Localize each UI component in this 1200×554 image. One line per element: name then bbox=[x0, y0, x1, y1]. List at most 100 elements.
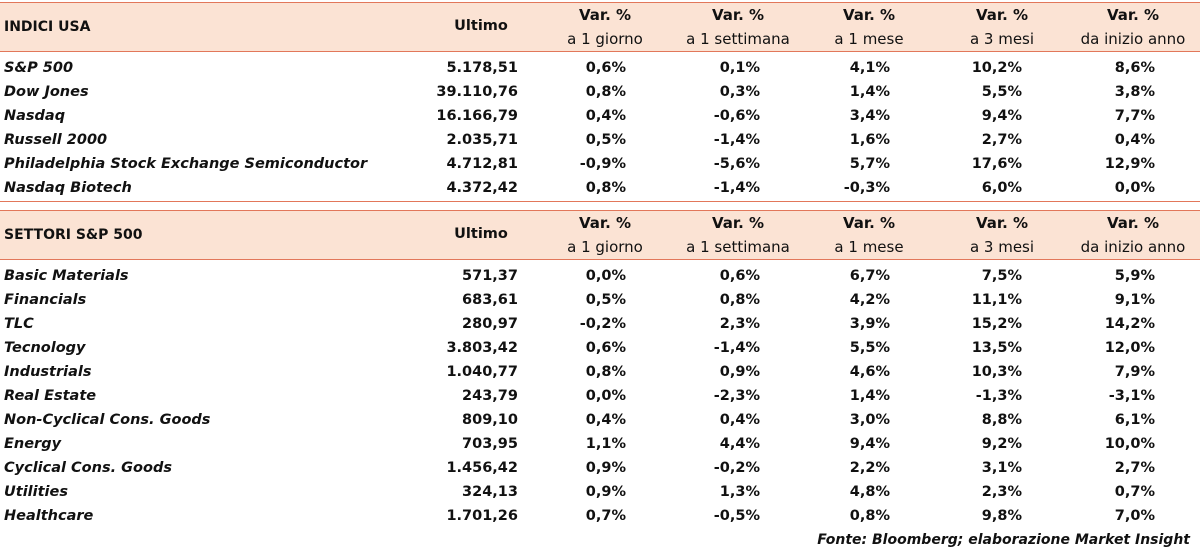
cell-w: 0,1% bbox=[719, 60, 760, 76]
cell-w: 0,4% bbox=[719, 412, 760, 428]
cell-ultimo: 16.166,79 bbox=[436, 108, 518, 124]
row-name: Real Estate bbox=[4, 388, 97, 404]
table-row: Philadelphia Stock Exchange Semiconducto… bbox=[0, 153, 1200, 177]
cell-d: -0,9% bbox=[579, 156, 626, 172]
column-header-var: Var. % bbox=[711, 6, 765, 24]
cell-ytd: 7,7% bbox=[1114, 108, 1155, 124]
row-name: TLC bbox=[4, 316, 34, 332]
cell-m3: 10,3% bbox=[971, 364, 1022, 380]
table-row: S&P 500 5.178,51 0,6% 0,1% 4,1% 10,2% 8,6% bbox=[0, 57, 1200, 81]
table-row: Financials 683,61 0,5% 0,8% 4,2% 11,1% 9,1% bbox=[0, 289, 1200, 313]
cell-m: 4,6% bbox=[849, 364, 890, 380]
cell-ultimo: 683,61 bbox=[462, 292, 518, 308]
row-name: Russell 2000 bbox=[4, 132, 108, 148]
cell-m3: 13,5% bbox=[971, 340, 1022, 356]
cell-ytd: 7,9% bbox=[1114, 364, 1155, 380]
table-bottom-rule bbox=[0, 201, 1200, 202]
column-header-var: Var. % bbox=[975, 6, 1029, 24]
column-header-period: da inizio anno bbox=[1080, 238, 1186, 256]
cell-ultimo: 280,97 bbox=[462, 316, 518, 332]
column-header-ultimo: Ultimo bbox=[454, 18, 508, 34]
cell-ultimo: 243,79 bbox=[462, 388, 518, 404]
column-header-period: da inizio anno bbox=[1080, 30, 1186, 48]
row-name: Cyclical Cons. Goods bbox=[4, 460, 172, 476]
cell-ytd: 0,7% bbox=[1114, 484, 1155, 500]
cell-m: 3,0% bbox=[849, 412, 890, 428]
cell-d: 0,6% bbox=[585, 60, 626, 76]
cell-w: 4,4% bbox=[719, 436, 760, 452]
cell-w: -2,3% bbox=[713, 388, 760, 404]
row-name: Nasdaq Biotech bbox=[4, 180, 132, 196]
cell-m3: 3,1% bbox=[981, 460, 1022, 476]
table-row: TLC 280,97 -0,2% 2,3% 3,9% 15,2% 14,2% bbox=[0, 313, 1200, 337]
table-row: Dow Jones 39.110,76 0,8% 0,3% 1,4% 5,5% 3,8% bbox=[0, 81, 1200, 105]
cell-m: 1,6% bbox=[849, 132, 890, 148]
cell-w: -1,4% bbox=[713, 132, 760, 148]
table-header: SETTORI S&P 500 Ultimo Var. % a 1 giorno Var… bbox=[0, 210, 1200, 260]
cell-m: 6,7% bbox=[849, 268, 890, 284]
cell-ultimo: 324,13 bbox=[462, 484, 518, 500]
column-header-var: Var. % bbox=[1106, 214, 1160, 232]
cell-d: 1,1% bbox=[585, 436, 626, 452]
row-name: Energy bbox=[4, 436, 62, 452]
cell-ultimo: 571,37 bbox=[462, 268, 518, 284]
cell-ytd: 14,2% bbox=[1104, 316, 1155, 332]
cell-ultimo: 703,95 bbox=[462, 436, 518, 452]
cell-ultimo: 809,10 bbox=[462, 412, 518, 428]
row-name: Nasdaq bbox=[4, 108, 66, 124]
cell-m: 5,5% bbox=[849, 340, 890, 356]
cell-ytd: 8,6% bbox=[1114, 60, 1155, 76]
cell-d: 0,5% bbox=[585, 132, 626, 148]
cell-w: 0,6% bbox=[719, 268, 760, 284]
cell-ultimo: 4.712,81 bbox=[446, 156, 518, 172]
row-name: Non-Cyclical Cons. Goods bbox=[4, 412, 211, 428]
cell-m: 4,1% bbox=[849, 60, 890, 76]
cell-d: 0,9% bbox=[585, 460, 626, 476]
cell-d: 0,8% bbox=[585, 364, 626, 380]
cell-ultimo: 4.372,42 bbox=[446, 180, 518, 196]
column-header-period: a 1 settimana bbox=[686, 238, 790, 256]
cell-w: -1,4% bbox=[713, 180, 760, 196]
cell-ytd: 2,7% bbox=[1114, 460, 1155, 476]
cell-m: 3,9% bbox=[849, 316, 890, 332]
cell-ultimo: 5.178,51 bbox=[446, 60, 518, 76]
cell-ultimo: 1.701,26 bbox=[446, 508, 518, 524]
cell-m3: 15,2% bbox=[971, 316, 1022, 332]
column-header-var: Var. % bbox=[578, 214, 632, 232]
table-row: Utilities 324,13 0,9% 1,3% 4,8% 2,3% 0,7% bbox=[0, 481, 1200, 505]
cell-w: -5,6% bbox=[713, 156, 760, 172]
row-name: Basic Materials bbox=[4, 268, 129, 284]
cell-w: 0,9% bbox=[719, 364, 760, 380]
cell-m: 9,4% bbox=[849, 436, 890, 452]
cell-ytd: 0,0% bbox=[1114, 180, 1155, 196]
table-row: Basic Materials 571,37 0,0% 0,6% 6,7% 7,5% 5,9… bbox=[0, 265, 1200, 289]
cell-d: 0,4% bbox=[585, 412, 626, 428]
cell-m3: 6,0% bbox=[981, 180, 1022, 196]
table-row: Tecnology 3.803,42 0,6% -1,4% 5,5% 13,5% 12,0% bbox=[0, 337, 1200, 361]
cell-m: 2,2% bbox=[849, 460, 890, 476]
cell-w: 1,3% bbox=[719, 484, 760, 500]
cell-d: 0,6% bbox=[585, 340, 626, 356]
column-header-var: Var. % bbox=[975, 214, 1029, 232]
cell-m3: 2,7% bbox=[981, 132, 1022, 148]
cell-ytd: 0,4% bbox=[1114, 132, 1155, 148]
table-row: Nasdaq Biotech 4.372,42 0,8% -1,4% -0,3% 6,0%… bbox=[0, 177, 1200, 201]
cell-m3: 5,5% bbox=[981, 84, 1022, 100]
column-header-period: a 1 mese bbox=[834, 30, 904, 48]
row-name: Healthcare bbox=[4, 508, 94, 524]
cell-ytd: 12,0% bbox=[1104, 340, 1155, 356]
column-header-ultimo: Ultimo bbox=[454, 226, 508, 242]
cell-ultimo: 39.110,76 bbox=[436, 84, 518, 100]
table-title: SETTORI S&P 500 bbox=[4, 227, 143, 243]
cell-ultimo: 3.803,42 bbox=[446, 340, 518, 356]
row-name: Dow Jones bbox=[4, 84, 89, 100]
cell-ytd: -3,1% bbox=[1108, 388, 1155, 404]
cell-d: 0,4% bbox=[585, 108, 626, 124]
cell-w: -0,2% bbox=[713, 460, 760, 476]
table-row: Cyclical Cons. Goods 1.456,42 0,9% -0,2% 2,2… bbox=[0, 457, 1200, 481]
column-header-period: a 1 mese bbox=[834, 238, 904, 256]
cell-m3: 8,8% bbox=[981, 412, 1022, 428]
cell-m3: 9,4% bbox=[981, 108, 1022, 124]
cell-w: 2,3% bbox=[719, 316, 760, 332]
cell-d: 0,8% bbox=[585, 84, 626, 100]
